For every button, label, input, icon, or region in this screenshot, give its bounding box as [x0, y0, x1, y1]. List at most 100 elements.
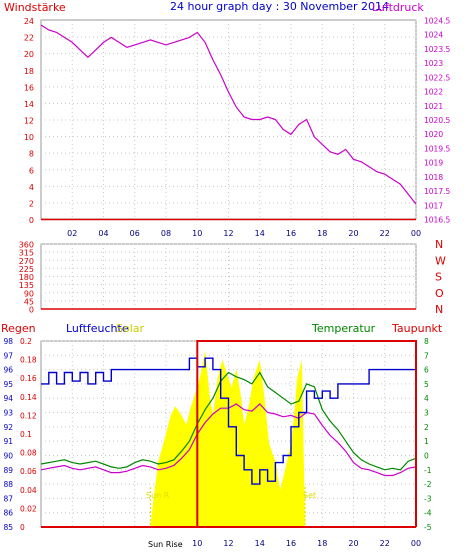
temperature-tick-label: 1 [424, 437, 429, 446]
x-tick-label: 14 [255, 229, 265, 238]
regen-tick-label: 0.18 [20, 356, 37, 365]
x-tick-label: 00 [411, 229, 421, 238]
temperature-tick-label: 5 [424, 380, 429, 389]
humidity-tick-label: 95 [3, 380, 13, 389]
regen-tick-label: 0.16 [20, 374, 37, 383]
humidity-tick-label: 89 [3, 466, 13, 475]
y-tick-label: 8 [29, 150, 34, 159]
temperature-tick-label: -1 [424, 466, 432, 475]
regen-label: Regen [1, 322, 36, 335]
temperature-tick-label: -4 [424, 509, 432, 518]
x-tick-label: 04 [98, 229, 108, 238]
y-tick-label: 0 [29, 216, 34, 225]
y-tick-label: 10 [24, 133, 34, 142]
y-tick-label: 6 [29, 166, 34, 175]
y-tick-label: 24 [24, 17, 34, 26]
humidity-tick-label: 91 [3, 437, 13, 446]
regen-tick-label: 0.12 [20, 411, 37, 420]
y-tick-label: 45 [24, 297, 34, 306]
y-tick-label: 360 [19, 241, 34, 250]
x-tick-label: 16 [286, 229, 296, 238]
chart-title: 24 hour graph day : 30 November 2014 [170, 0, 389, 13]
y-tick-label: 16 [24, 83, 34, 92]
humidity-tick-label: 93 [3, 409, 13, 418]
temperature-tick-label: 3 [424, 409, 429, 418]
x-tick-label: 12 [223, 229, 233, 238]
right-tick-label: 1021 [424, 102, 443, 111]
y-tick-label: 2 [29, 199, 34, 208]
right-tick-label: W [435, 254, 446, 267]
temperature-tick-label: 4 [424, 394, 429, 403]
temperature-tick-label: -2 [424, 480, 432, 489]
right-tick-label: 1023 [424, 59, 443, 68]
y-tick-label: 90 [24, 289, 34, 298]
temperature-tick-label: 2 [424, 423, 429, 432]
x-tick-label: 22 [380, 539, 390, 548]
temperature-tick-label: 6 [424, 366, 429, 375]
humidity-tick-label: 85 [3, 523, 13, 532]
regen-tick-label: 0 [20, 523, 25, 532]
y-tick-label: 20 [24, 50, 34, 59]
humidity-tick-label: 92 [3, 423, 13, 432]
right-tick-label: O [435, 287, 444, 300]
sun-set-annotation: Set [303, 491, 316, 500]
solar-label: Solar [116, 322, 145, 335]
humidity-tick-label: 97 [3, 351, 13, 360]
y-tick-label: 4 [29, 183, 34, 192]
right-tick-label: 1017.5 [424, 187, 450, 196]
x-tick-label: 02 [67, 229, 77, 238]
left-axis-label: Windstärke [4, 1, 66, 14]
right-tick-label: 1024.5 [424, 17, 450, 26]
right-tick-label: 1020 [424, 130, 443, 139]
x-tick-label: 06 [130, 229, 140, 238]
x-tick-label: 20 [348, 539, 358, 548]
regen-tick-label: 0.06 [20, 467, 37, 476]
y-tick-label: 270 [19, 257, 34, 266]
sun-rise-tick-annotation: Sun Rise [148, 540, 183, 549]
humidity-tick-label: 96 [3, 366, 13, 375]
humidity-tick-label: 94 [3, 394, 13, 403]
temperatur-line [40, 371, 417, 471]
x-tick-label: 14 [255, 539, 265, 548]
y-tick-label: 135 [19, 281, 34, 290]
humidity-tick-label: 86 [3, 509, 13, 518]
x-tick-label: 18 [317, 229, 327, 238]
y-tick-label: 315 [19, 249, 34, 258]
luftdruck-line [40, 24, 417, 205]
regen-tick-label: 0.02 [20, 504, 37, 513]
luftfeuchte-line [41, 357, 416, 485]
humidity-tick-label: 88 [3, 480, 13, 489]
regen-tick-label: 0.14 [20, 393, 37, 402]
regen-tick-label: 0.04 [20, 486, 37, 495]
right-tick-label: 1019.5 [424, 144, 450, 153]
humidity-temperature-chart: 858687888990919293949596979800.020.040.0… [3, 337, 431, 548]
solar-area [41, 350, 416, 527]
right-tick-label: N [435, 303, 443, 316]
y-tick-label: 0 [29, 306, 34, 315]
y-tick-label: 22 [24, 34, 34, 43]
humidity-tick-label: 87 [3, 494, 13, 503]
x-tick-label: 22 [380, 229, 390, 238]
x-tick-label: 08 [161, 229, 171, 238]
temperature-tick-label: -3 [424, 494, 432, 503]
y-tick-label: 18 [24, 67, 34, 76]
y-tick-label: 225 [19, 265, 34, 274]
temperatur-label: Temperatur [311, 322, 376, 335]
luftfeuchte-label: Luftfeuchte [66, 322, 129, 335]
pressure-chart: 0246810121416182022241016.510171017.5101… [24, 17, 451, 239]
y-tick-label: 12 [24, 117, 34, 126]
temperature-tick-label: 7 [424, 351, 429, 360]
x-tick-label: 12 [223, 539, 233, 548]
sun-rise-annotation: Sun R [146, 491, 170, 500]
regen-tick-label: 0.1 [20, 430, 32, 439]
x-tick-label: 00 [411, 539, 421, 548]
temperature-tick-label: 8 [424, 337, 429, 346]
x-tick-label: 20 [348, 229, 358, 238]
temperature-tick-label: -5 [424, 523, 432, 532]
humidity-tick-label: 98 [3, 337, 13, 346]
regen-tick-label: 0.2 [20, 337, 32, 346]
x-tick-label: 10 [192, 539, 202, 548]
